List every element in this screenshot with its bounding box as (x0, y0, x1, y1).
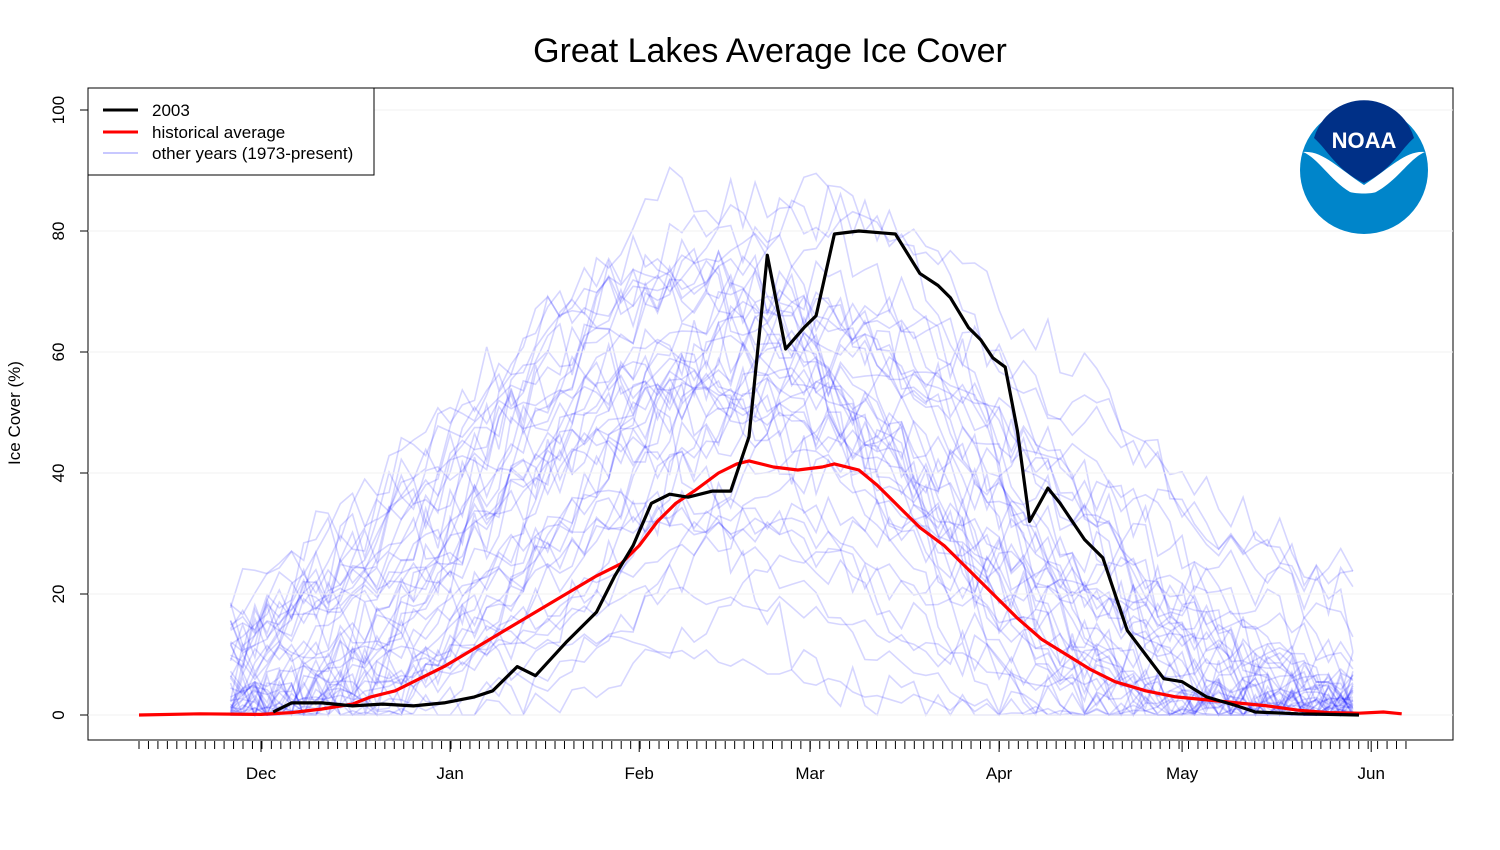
other-year-line (229, 412, 1354, 716)
x-tick-label-jan: Jan (436, 764, 463, 783)
other-year-line (229, 233, 1354, 717)
main-series (138, 229, 1402, 717)
other-year-line (230, 259, 1354, 716)
legend: 2003 historical average other years (197… (87, 87, 375, 176)
y-tick-label: 100 (49, 96, 68, 124)
other-year-line (230, 355, 1354, 705)
noaa-logo-text: NOAA (1332, 128, 1397, 153)
other-year-line (230, 277, 1354, 716)
y-tick-label: 60 (49, 343, 68, 362)
other-year-line (229, 309, 1354, 717)
x-tick-label-feb: Feb (625, 764, 654, 783)
other-year-line (229, 315, 1354, 718)
other-year-line (229, 520, 1353, 717)
x-tick-label-may: May (1166, 764, 1199, 783)
other-year-line (229, 380, 1354, 694)
other-year-line (229, 253, 1354, 716)
y-axis-label: Ice Cover (%) (5, 361, 24, 465)
y-tick-label: 40 (49, 464, 68, 483)
other-year-line (230, 360, 1354, 714)
other-year-line (229, 341, 1354, 718)
other-year-line (230, 172, 1354, 701)
other-year-line (229, 387, 1354, 717)
series-2003-line (272, 229, 1360, 717)
other-year-line (229, 489, 1354, 717)
y-tick-label: 80 (49, 222, 68, 241)
other-year-line (229, 353, 1354, 718)
other-year-line (229, 381, 1354, 716)
x-tick-label-apr: Apr (986, 764, 1013, 783)
x-tick-label-mar: Mar (795, 764, 825, 783)
y-tick-label: 0 (49, 710, 68, 719)
other-year-line (230, 184, 1354, 653)
x-axis: Dec Jan Feb Mar Apr May Jun (138, 741, 1407, 783)
other-years-lines (229, 166, 1354, 718)
other-year-line (229, 272, 1353, 709)
other-year-line (230, 398, 1353, 716)
series-historical-average-line (138, 459, 1402, 717)
x-tick-label-jun: Jun (1357, 764, 1384, 783)
other-year-line (229, 451, 1353, 717)
other-year-line (230, 435, 1354, 717)
legend-label-other-years: other years (1973-present) (152, 144, 353, 163)
legend-label-historical: historical average (152, 123, 285, 142)
other-year-line (229, 340, 1354, 716)
chart-title: Great Lakes Average Ice Cover (533, 32, 1007, 70)
other-year-line (229, 258, 1354, 662)
noaa-logo: NOAA (1300, 100, 1428, 234)
x-tick-label-dec: Dec (246, 764, 277, 783)
other-year-line (230, 191, 1354, 717)
other-year-line (229, 253, 1354, 709)
other-year-line (230, 495, 1354, 717)
other-year-line (229, 321, 1354, 704)
other-year-line (229, 357, 1354, 717)
legend-label-2003: 2003 (152, 101, 190, 120)
other-year-line (230, 360, 1354, 717)
other-year-line (230, 287, 1354, 717)
y-tick-label: 20 (49, 585, 68, 604)
other-year-line (230, 506, 1354, 717)
other-year-line (229, 329, 1354, 718)
